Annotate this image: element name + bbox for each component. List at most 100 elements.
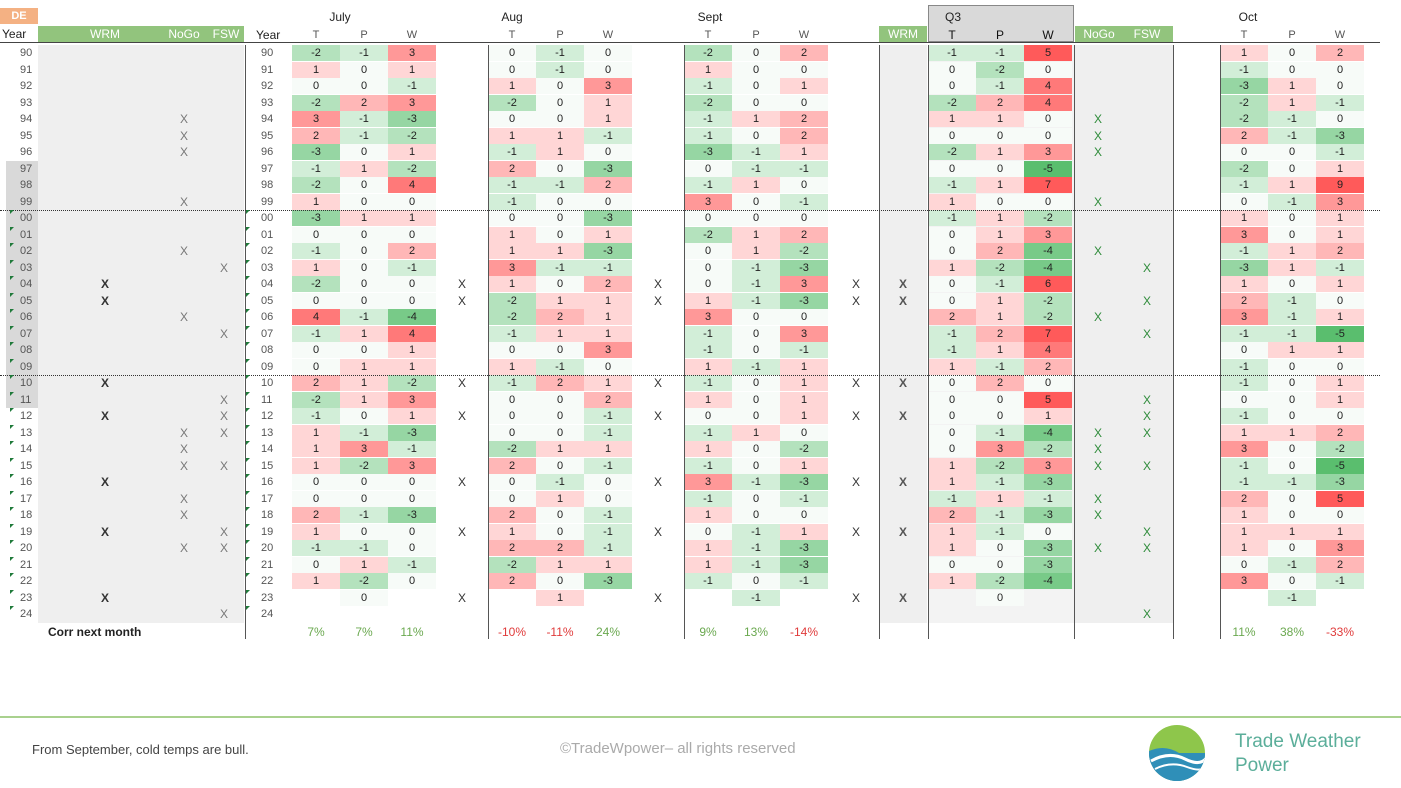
- grid-cell: 1: [536, 127, 584, 144]
- q3-nogo-mark: X: [1093, 458, 1102, 473]
- grid-cell: 2: [292, 127, 340, 144]
- year-label: 23: [20, 591, 33, 604]
- month-title-q3: Q3: [944, 10, 961, 24]
- grid-cell: -3: [780, 474, 828, 490]
- year-label-2: 13: [261, 426, 274, 439]
- month-wrm-mark: X: [898, 475, 907, 489]
- grid-cell: -1: [292, 325, 340, 342]
- row-tick: [246, 556, 250, 561]
- grid-cell: -1: [584, 523, 632, 540]
- grid-cell: -1: [684, 111, 732, 127]
- grid-cell: 1: [292, 441, 340, 457]
- year-label: 09: [20, 360, 33, 373]
- grid-cell: 0: [976, 408, 1024, 424]
- grid-cell: 0: [928, 78, 976, 94]
- year-label: 17: [20, 492, 33, 505]
- grid-cell: 1: [388, 342, 436, 358]
- grid-cell: 1: [1316, 342, 1364, 358]
- footer-copyright: ©TradeWpower– all rights reserved: [560, 740, 796, 757]
- corr-value: -33%: [1325, 624, 1354, 639]
- grid-cell: 1: [1220, 507, 1268, 523]
- grid-cell: -1: [732, 474, 780, 490]
- grid-cell: 1: [1316, 160, 1364, 177]
- year-label-2: 99: [261, 195, 274, 208]
- q3-nogo-mark: X: [1093, 112, 1102, 126]
- month-wrm-mark: X: [653, 409, 662, 423]
- grid-cell: 0: [780, 177, 828, 193]
- grid-cell: -1: [732, 292, 780, 309]
- grid-cell: -1: [340, 309, 388, 325]
- year-label-2: 16: [261, 476, 274, 488]
- sub-col-p: P: [360, 29, 368, 41]
- grid-cell: -1: [1316, 259, 1364, 276]
- grid-cell: 0: [732, 210, 780, 226]
- month-wrm-mark: X: [851, 293, 860, 308]
- grid-cell: -1: [340, 45, 388, 61]
- year-label: 91: [20, 63, 33, 76]
- grid-cell: 1: [1316, 375, 1364, 391]
- grid-cell: 1: [584, 309, 632, 325]
- year-label-2: 92: [261, 80, 274, 92]
- grid-cell: 1: [584, 325, 632, 342]
- decade-separator: [0, 210, 1380, 211]
- grid-cell: -1: [388, 78, 436, 94]
- grid-cell: 1: [928, 358, 976, 375]
- grid-cell: 0: [536, 424, 584, 441]
- month-wrm-mark: X: [653, 376, 662, 390]
- grid-cell: 2: [536, 375, 584, 391]
- row-tick: [10, 457, 14, 462]
- grid-cell: 1: [928, 111, 976, 127]
- row-tick: [10, 408, 14, 412]
- grid-cell: 0: [1268, 490, 1316, 507]
- grid-cell: -2: [1024, 210, 1072, 226]
- month-wrm-mark: X: [653, 475, 662, 489]
- grid-cell: 0: [488, 342, 536, 358]
- grid-cell: 0: [1316, 78, 1364, 94]
- year-label: 06: [20, 311, 33, 323]
- row-tick: [246, 210, 250, 214]
- row-tick: [10, 573, 14, 577]
- left-wrm-mark: X: [100, 293, 109, 308]
- grid-cell: 0: [976, 127, 1024, 144]
- grid-cell: 0: [1268, 144, 1316, 160]
- grid-cell: 1: [928, 523, 976, 540]
- grid-cell: -3: [1316, 127, 1364, 144]
- grid-cell: 0: [928, 61, 976, 78]
- grid-cell: 0: [388, 474, 436, 490]
- sub-col-t: T: [704, 29, 712, 41]
- grid-cell: 0: [928, 292, 976, 309]
- grid-cell: 0: [928, 127, 976, 144]
- grid-cell: -2: [1024, 309, 1072, 325]
- grid-cell: -3: [388, 507, 436, 523]
- grid-cell: 4: [388, 177, 436, 193]
- column-divider: [1220, 45, 1221, 639]
- grid-cell: 7: [1024, 325, 1072, 342]
- row-tick: [246, 292, 250, 297]
- grid-cell: 0: [536, 111, 584, 127]
- left-wrm-mark: X: [100, 524, 109, 539]
- grid-cell: 0: [928, 408, 976, 424]
- grid-cell: 0: [1024, 61, 1072, 78]
- sub-col-t: T: [948, 28, 956, 42]
- grid-cell: 1: [584, 441, 632, 457]
- year-label-2: 14: [261, 443, 274, 455]
- country-badge: [0, 8, 38, 24]
- corr-label: Corr next month: [48, 624, 142, 639]
- grid-cell: -4: [388, 309, 436, 325]
- grid-cell: -1: [488, 177, 536, 193]
- grid-cell: -1: [1268, 193, 1316, 210]
- grid-cell: -1: [684, 457, 732, 474]
- grid-cell: -1: [684, 325, 732, 342]
- grid-cell: 1: [1220, 210, 1268, 226]
- grid-cell: 0: [340, 243, 388, 259]
- year-label: 07: [20, 327, 33, 340]
- grid-cell: 0: [928, 243, 976, 259]
- left-nogo-mark: X: [179, 194, 188, 209]
- sub-col-w: W: [798, 29, 810, 41]
- row-tick: [10, 358, 14, 363]
- grid-cell: 2: [488, 540, 536, 556]
- grid-cell: 0: [292, 342, 340, 358]
- year-label-2: 01: [261, 228, 274, 241]
- grid-cell: -1: [780, 342, 828, 358]
- grid-cell: -3: [1316, 474, 1364, 490]
